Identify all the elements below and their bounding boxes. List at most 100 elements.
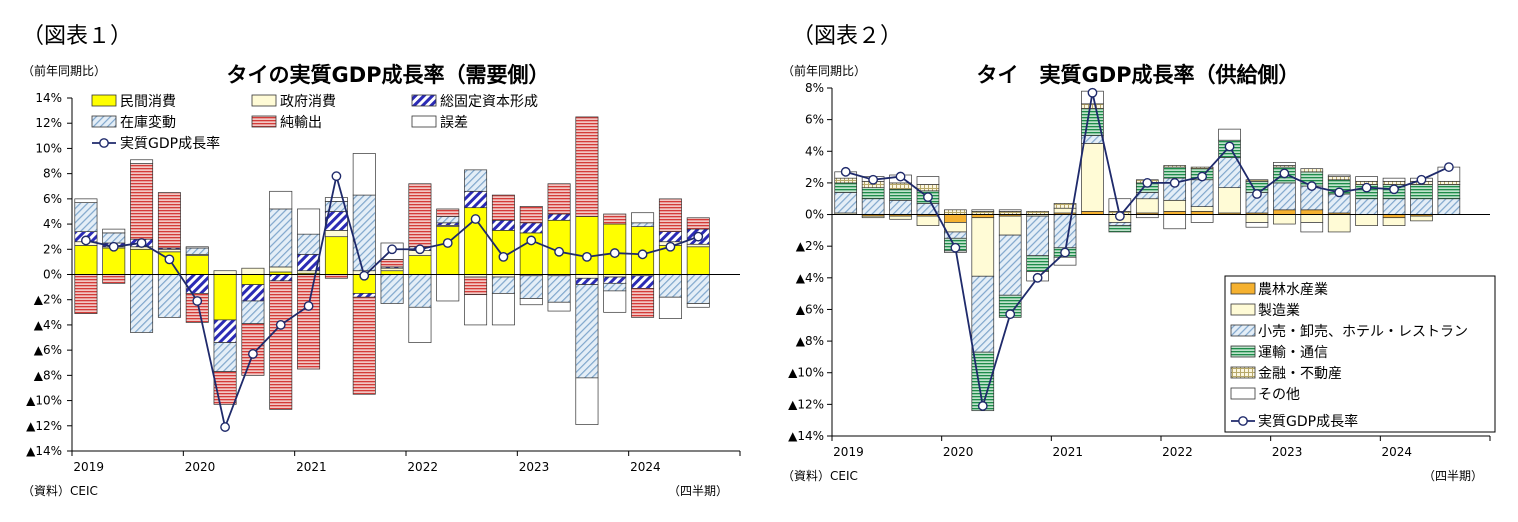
bar-segment: [547, 301, 571, 312]
gdp-growth-point: [977, 401, 988, 411]
bar-segment: [575, 284, 599, 379]
bar-segment: [491, 194, 515, 221]
bar-segment: [631, 212, 655, 224]
bar-segment: [352, 293, 376, 298]
x-year-label: 2020: [943, 445, 974, 459]
gdp-growth-point: [637, 249, 648, 260]
bar-segment: [102, 247, 126, 275]
bar-segment: [1190, 206, 1214, 212]
gdp-growth-point: [1389, 184, 1399, 195]
gdp-growth-point: [1142, 178, 1153, 188]
bar-segment: [1245, 214, 1269, 223]
gdp-growth-point: [1224, 141, 1235, 152]
bar-segment: [686, 246, 710, 275]
supply-side-gdp-chart: タイ 実質GDP成長率（供給側） （前年同期比） 8% 6% 4% 2% 0% ▲2% ▲4% ▲…: [782, 63, 1496, 483]
bar-segment: [213, 274, 237, 321]
bar-segment: [1355, 214, 1378, 226]
x-year-label: 2024: [1382, 445, 1413, 459]
bar-segment: [916, 184, 940, 192]
legend-label: 製造業: [1258, 303, 1300, 319]
gdp-growth-point: [1169, 178, 1180, 188]
gdp-growth-point: [248, 349, 258, 359]
bar-segment: [603, 276, 627, 284]
gdp-growth-point: [359, 270, 370, 281]
bar-segment: [157, 274, 181, 318]
x-year-label: 2022: [407, 460, 438, 474]
bar-segment: [916, 215, 940, 226]
bar-segment: [1410, 215, 1433, 222]
legend-swatch: [411, 115, 437, 128]
bar-segment: [1300, 209, 1324, 215]
legend-label: 誤差: [440, 115, 468, 131]
bar-segment: [547, 213, 571, 221]
bar-segment: [1300, 214, 1324, 223]
figure-1-label: （図表１）: [22, 24, 133, 49]
bar-segment: [519, 222, 543, 234]
bar-segment: [324, 274, 348, 279]
legend-swatch: [1230, 324, 1256, 337]
gdp-growth-point: [923, 192, 933, 203]
bar-segment: [631, 222, 655, 227]
bar-segment: [1163, 214, 1187, 230]
bar-segment: [889, 199, 912, 215]
bar-segment: [575, 277, 599, 285]
bar-segment: [241, 300, 265, 325]
gdp-growth-point: [1416, 174, 1427, 185]
bar-segment: [408, 274, 432, 308]
bar-segment: [157, 248, 181, 253]
y-tick-label: ▲10%: [788, 366, 824, 380]
bar-segment: [631, 288, 655, 318]
legend-swatch: [1230, 303, 1256, 316]
x-year-label: 2021: [1053, 445, 1084, 459]
bar-segment: [74, 274, 98, 314]
x-year-label: 2022: [1162, 445, 1193, 459]
bar-segment: [658, 296, 682, 319]
bar-segment: [1273, 214, 1296, 225]
bar-segment: [944, 222, 967, 233]
bar-segment: [998, 234, 1022, 296]
bar-segment: [631, 275, 655, 289]
bar-segment: [130, 163, 154, 240]
y-tick-label: ▲12%: [788, 397, 824, 411]
gdp-growth-point: [1334, 187, 1345, 198]
bar-segment: [74, 202, 98, 232]
bar-segment: [575, 377, 599, 425]
bar-segment: [658, 231, 682, 243]
bar-segment: [519, 275, 543, 299]
bar-segment: [519, 206, 543, 224]
bar-segment: [1108, 198, 1132, 212]
bar-segment: [1410, 198, 1433, 215]
bar-segment: [491, 276, 515, 294]
bar-segment: [889, 215, 912, 220]
bar-segment: [213, 342, 237, 372]
figure-2-label: （図表２）: [792, 24, 903, 49]
bar-segment: [102, 232, 126, 244]
bar-segment: [185, 247, 209, 255]
bar-segment: [352, 194, 376, 272]
bar-segment: [1327, 174, 1351, 177]
bar-segment: [436, 222, 460, 226]
gdp-growth-point: [1060, 247, 1070, 258]
y-tick-label: ▲6%: [796, 302, 824, 316]
bar-segment: [157, 192, 181, 249]
gdp-growth-point: [950, 242, 961, 253]
legend-box: [1224, 275, 1496, 433]
legend-swatch: [1230, 282, 1256, 295]
bar-segment: [575, 274, 599, 279]
legend-swatch: [411, 94, 437, 107]
legend-label: 実質GDP成長率: [1258, 413, 1358, 430]
gdp-growth-point: [1361, 182, 1372, 193]
bar-segment: [1190, 214, 1214, 223]
y-tick-label: 6%: [805, 113, 824, 127]
bar-segment: [1053, 214, 1077, 249]
bar-segment: [1163, 165, 1187, 168]
x-axis-unit-label: （四半期）: [668, 484, 728, 498]
bar-segment: [213, 371, 237, 405]
x-year-label: 2019: [73, 460, 104, 474]
bar-segment: [380, 267, 404, 272]
legend-label: 金融・不動産: [1258, 366, 1342, 382]
bar-segment: [1273, 182, 1296, 211]
bar-segment: [1382, 217, 1406, 226]
bar-segment: [1273, 161, 1296, 166]
gdp-growth-point: [442, 238, 453, 248]
